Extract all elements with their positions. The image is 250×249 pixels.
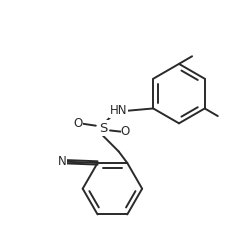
Text: O: O bbox=[120, 125, 130, 138]
Text: O: O bbox=[73, 117, 82, 130]
Text: N: N bbox=[58, 155, 66, 168]
Text: HN: HN bbox=[109, 104, 126, 118]
Text: S: S bbox=[98, 122, 107, 134]
